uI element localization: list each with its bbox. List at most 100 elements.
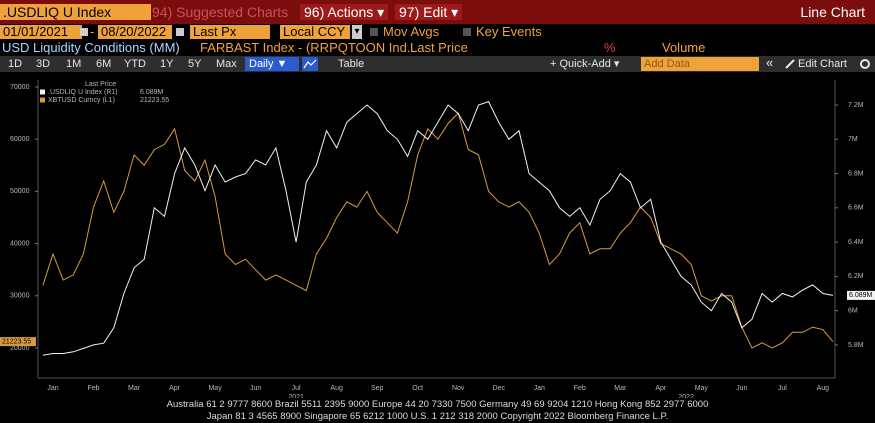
date-separator: -	[90, 24, 95, 39]
period-button[interactable]: 6M	[96, 58, 112, 70]
currency-dropdown[interactable]: ▾	[352, 25, 362, 39]
mov-avgs[interactable]: Mov Avgs	[383, 24, 440, 39]
calendar-icon[interactable]	[176, 28, 184, 36]
y-tick-label: 60000	[10, 136, 30, 143]
icon-line	[303, 59, 317, 69]
badge-bg	[847, 290, 875, 300]
edit-chart[interactable]: Edit Chart	[798, 58, 847, 70]
study-title: USD Liquidity Conditions (MM)	[2, 40, 180, 55]
pencil-icon	[785, 59, 795, 69]
x-tick-label: Jul	[292, 385, 301, 392]
period-button[interactable]: YTD	[124, 58, 146, 70]
period-button[interactable]: 1D	[8, 58, 23, 70]
legend-value: 21223.55	[140, 97, 169, 104]
x-tick-label: Mar	[128, 385, 141, 392]
badge-bg	[0, 337, 36, 347]
x-tick-label: Jul	[778, 385, 787, 392]
price-field[interactable]: Last Px	[190, 25, 270, 39]
pencil	[785, 59, 795, 69]
table-button[interactable]: Table	[338, 58, 365, 70]
period-button[interactable]: 1M	[66, 58, 82, 70]
gear	[860, 59, 870, 69]
x-tick-label: Jun	[736, 385, 747, 392]
badge-label: 6.089M	[849, 292, 873, 299]
chart-type-icon[interactable]	[302, 57, 318, 71]
study-bar: USD Liquidity Conditions (MM) FARBAST In…	[0, 40, 875, 56]
study-field: Last Price	[410, 40, 468, 55]
toolbar: 1D 3D 1M 6M YTD 1Y 5Y Max Daily ▼ Table …	[0, 55, 875, 72]
volume: Volume	[662, 40, 706, 55]
settings-bar: 01/01/2021 - 08/20/2022 Last Px Local CC…	[0, 24, 875, 40]
period-button[interactable]: 3D	[36, 58, 51, 70]
period-button[interactable]: 1Y	[160, 58, 174, 70]
y-tick-label: 40000	[10, 240, 30, 247]
key-events[interactable]: Key Events	[476, 24, 542, 39]
x-tick-label: Feb	[88, 385, 100, 392]
x-tick-label: May	[695, 385, 709, 392]
badge-label: 21223.55	[2, 338, 31, 345]
x-tick-label: Apr	[169, 385, 181, 392]
y-tick-label: 50000	[10, 188, 30, 195]
x-tick-label: Sep	[371, 385, 384, 392]
period-button[interactable]: Max	[216, 58, 237, 70]
actions-menu[interactable]: 96) Actions ▾	[300, 4, 389, 20]
period-button[interactable]: 5Y	[188, 58, 202, 70]
edit-menu[interactable]: 97) Edit ▾	[395, 4, 463, 20]
last-value-badge: 6.089M	[847, 290, 875, 300]
checkbox[interactable]	[370, 28, 378, 36]
y2-tick-label: 7.2M	[848, 102, 864, 109]
chart: Last Price 20000 30000 40000 50000 60000 7000…	[0, 80, 875, 398]
frequency[interactable]: Daily ▼	[245, 57, 299, 71]
y-tick-label: 20000	[10, 345, 30, 352]
last-value-badge: 21223.55	[0, 337, 36, 347]
footer-line: Australia 61 2 9777 8600 Brazil 5511 239…	[166, 399, 709, 410]
x-tick-label: May	[208, 385, 222, 392]
checkbox[interactable]	[463, 28, 471, 36]
y2-tick-label: 6M	[848, 307, 858, 314]
collapse[interactable]: «	[766, 55, 774, 70]
x-tick-label: Feb	[574, 385, 586, 392]
x-tick-label: Apr	[655, 385, 667, 392]
x-tick-label: Dec	[493, 385, 506, 392]
legend-label: .USDLIQ U Index (R1)	[48, 89, 118, 96]
x-tick-label: Aug	[330, 385, 343, 392]
add-data[interactable]: Add Data	[641, 57, 759, 71]
x-tick-label: Oct	[412, 385, 423, 392]
series-line	[42, 100, 834, 356]
year-label: 2021	[288, 394, 304, 398]
legend-title: Last Price	[85, 81, 116, 88]
y2-tick-label: 6.6M	[848, 205, 864, 212]
study-formula: FARBAST Index - (RRPQTOON Ind...	[200, 40, 418, 55]
y2-tick-label: 6.8M	[848, 170, 864, 177]
y-tick-label: 70000	[10, 84, 30, 91]
view-name: Line Chart	[800, 4, 865, 20]
legend-value: 6.089M	[140, 89, 164, 96]
series-line	[42, 112, 834, 349]
footer-line: Japan 81 3 4565 8900 Singapore 65 6212 1…	[206, 411, 669, 422]
suggested-charts[interactable]: 94) Suggested Charts	[152, 4, 289, 20]
settings-icon[interactable]	[859, 58, 871, 70]
calendar-icon[interactable]	[80, 28, 88, 36]
legend-swatch	[40, 97, 45, 103]
x-tick-label: Jan	[47, 385, 58, 392]
y2-tick-label: 7M	[848, 136, 858, 143]
currency[interactable]: Local CCY	[280, 25, 350, 39]
y-tick-label: 30000	[10, 293, 30, 300]
start-date[interactable]: 01/01/2021	[0, 25, 82, 39]
x-tick-label: Aug	[817, 385, 830, 392]
x-tick-label: Jun	[250, 385, 261, 392]
legend-label: XBTUSD Curncy (L1)	[48, 97, 115, 104]
ticker[interactable]: .USDLIQ U Index	[0, 4, 151, 20]
year-label: 2022	[678, 394, 694, 398]
title-bar: .USDLIQ U Index 94) Suggested Charts 96)…	[0, 0, 875, 24]
percent: %	[604, 40, 616, 55]
y2-tick-label: 6.4M	[848, 239, 864, 246]
x-tick-label: Jan	[534, 385, 545, 392]
x-tick-label: Nov	[452, 385, 465, 392]
x-tick-label: Mar	[614, 385, 627, 392]
y2-tick-label: 6.2M	[848, 273, 864, 280]
end-date[interactable]: 08/20/2022	[98, 25, 172, 39]
legend-swatch	[40, 89, 45, 95]
quick-add[interactable]: + Quick-Add ▾	[550, 58, 620, 70]
